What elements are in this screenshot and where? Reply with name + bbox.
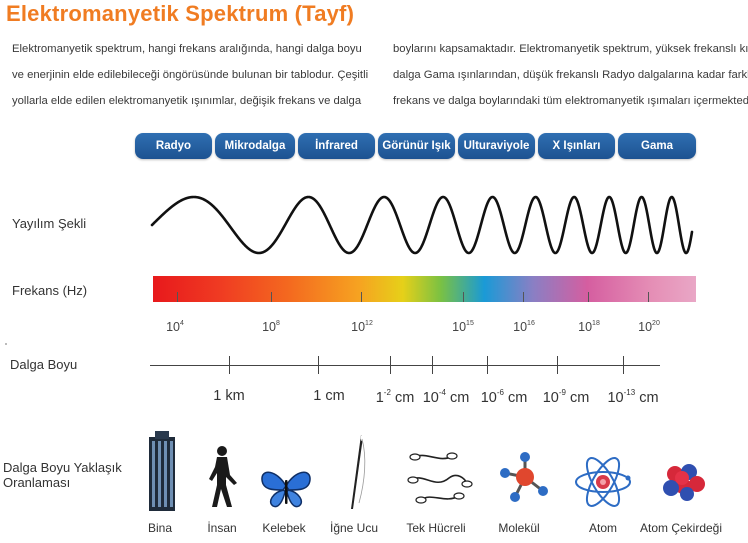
wavelength-tick [623, 356, 624, 374]
wavelength-tick [390, 356, 391, 374]
frequency-tick-label: 108 [262, 320, 280, 334]
object-label-atom-cekirdegi: Atom Çekirdeği [639, 521, 723, 535]
wavelength-tick [229, 356, 230, 374]
frequency-tick-label: 104 [166, 320, 184, 334]
building-icon [149, 431, 175, 511]
intro-line: yollarla elde edilen elektromanyetik ışı… [12, 95, 362, 107]
wavelength-tick-label: 10-4 cm [422, 388, 470, 406]
band-ulturaviyole[interactable]: Ulturaviyole [458, 133, 535, 159]
intro-line: ve enerjinin elde edilebileceği öngörüsü… [12, 69, 369, 81]
wavelength-axis [150, 365, 660, 366]
object-label-tek-hucreli: Tek Hücreli [406, 521, 466, 535]
band-row: Radyo Mikrodalga İnfrared Görünür Işık U… [135, 133, 696, 159]
atom-icon [575, 457, 631, 507]
intro-left-column: Elektromanyetik spektrum, hangi frekans … [12, 36, 368, 114]
wavelength-tick-label: 10-9 cm [542, 388, 590, 406]
wavelength-tick [318, 356, 319, 374]
frequency-tick-label: 1015 [452, 320, 474, 334]
wavelength-tick [487, 356, 488, 374]
size-label: Dalga Boyu Yaklaşık Oranlaması [3, 460, 122, 490]
wavelength-label: Dalga Boyu [10, 357, 78, 372]
wavelength-tick-label: 1 km [213, 388, 245, 404]
propagation-label: Yayılım Şekli [12, 216, 87, 231]
object-label-bina: Bina [147, 521, 173, 535]
band-gorunur-isik[interactable]: Görünür Işık [378, 133, 455, 159]
wavelength-tick [432, 356, 433, 374]
molecule-icon [500, 452, 548, 502]
band-gama[interactable]: Gama [618, 133, 696, 159]
intro-line: dalga Gama ışınlarından, düşük frekanslı… [393, 69, 748, 81]
intro-right-column: boylarını kapsamaktadır. Elektromanyetik… [393, 36, 748, 114]
frequency-gradient-bar [153, 276, 696, 302]
frequency-tick [361, 292, 362, 302]
object-label-igne-ucu: İğne Ucu [329, 521, 379, 535]
needle-icon [351, 435, 366, 509]
propagation-wave [150, 195, 694, 255]
intro-line: boylarını kapsamaktadır. Elektromanyetik… [393, 43, 748, 55]
stray-dot [5, 343, 7, 345]
frequency-tick [588, 292, 589, 302]
intro-line: frekans ve dalga boylarındaki tüm elektr… [393, 95, 748, 107]
frequency-tick [177, 292, 178, 302]
object-label-kelebek: Kelebek [262, 521, 306, 535]
frequency-tick [463, 292, 464, 302]
human-icon [209, 446, 237, 507]
wavelength-tick-label: 1 cm [313, 388, 345, 404]
frequency-label: Frekans (Hz) [12, 283, 88, 298]
band-mikrodalga[interactable]: Mikrodalga [215, 133, 295, 159]
nucleus-icon [663, 464, 705, 501]
frequency-tick [271, 292, 272, 302]
frequency-tick-label: 1016 [513, 320, 535, 334]
wavelength-tick [557, 356, 558, 374]
wavelength-tick-label: 10-6 cm [480, 388, 528, 406]
intro-line: Elektromanyetik spektrum, hangi frekans … [12, 43, 362, 55]
wavelength-tick-label: 10-13 cm [607, 388, 659, 406]
microbe-icon [407, 452, 473, 504]
butterfly-icon [261, 471, 311, 508]
object-label-molekul: Molekül [498, 521, 540, 535]
band-radyo[interactable]: Radyo [135, 133, 212, 159]
wavelength-tick-label: 1-2 cm [375, 388, 415, 406]
band-x-isinlari[interactable]: X Işınları [538, 133, 615, 159]
frequency-tick-label: 1020 [638, 320, 660, 334]
frequency-tick [648, 292, 649, 302]
frequency-tick [523, 292, 524, 302]
frequency-tick-label: 1012 [351, 320, 373, 334]
page-title: Elektromanyetik Spektrum (Tayf) [6, 1, 355, 26]
band-infrared[interactable]: İnfrared [298, 133, 375, 159]
frequency-tick-label: 1018 [578, 320, 600, 334]
object-label-insan: İnsan [207, 521, 237, 535]
object-label-atom: Atom [588, 521, 618, 535]
